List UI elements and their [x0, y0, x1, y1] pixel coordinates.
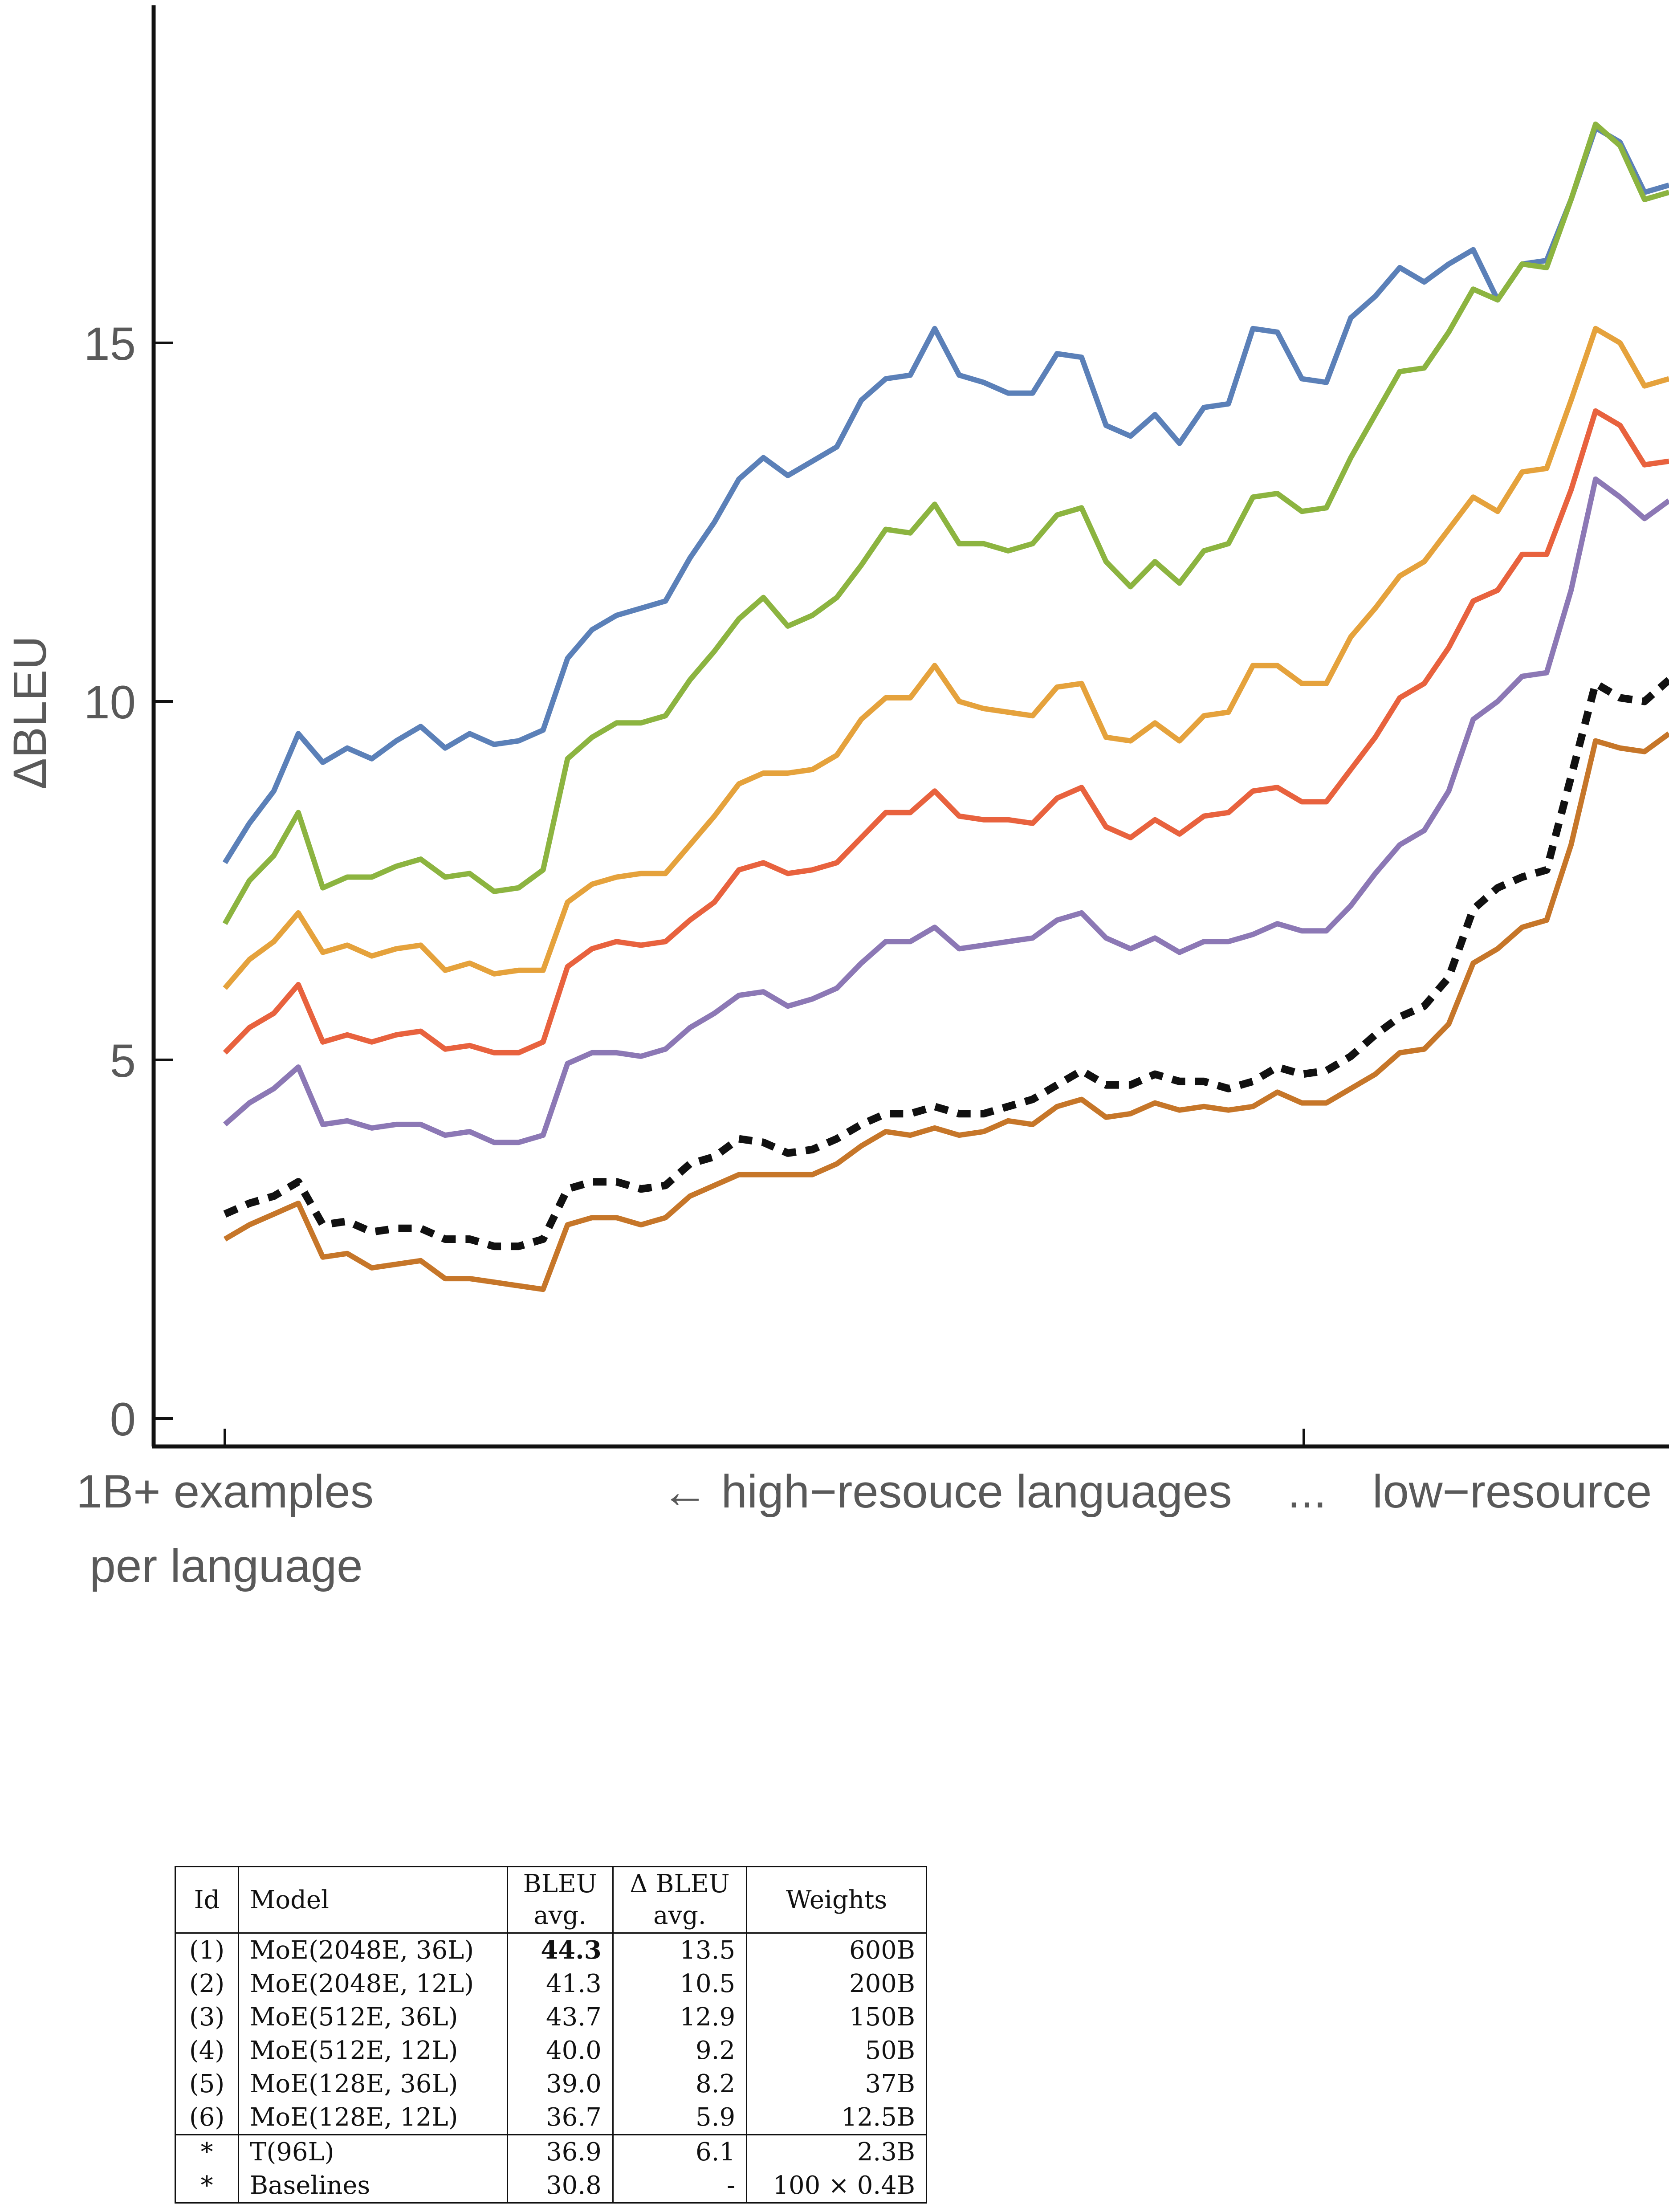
cell-bleu: 39.0: [506, 2067, 614, 2101]
table-row: (3) MoE(512E, 36L) 43.7 12.9 150B: [174, 2000, 927, 2034]
cell-weights: 150B: [746, 2000, 927, 2034]
cell-weights: 50B: [746, 2034, 927, 2067]
header-bleu-sub: avg.: [533, 1901, 587, 1930]
x-label-ellipsis: ...: [1287, 1466, 1327, 1518]
cell-id: *: [174, 2169, 240, 2204]
cell-id: (6): [174, 2101, 240, 2135]
cell-weights: 100 × 0.4B: [746, 2169, 927, 2204]
series-line-2: [222, 121, 1669, 925]
cell-model: T(96L): [238, 2134, 508, 2169]
cell-weights: 37B: [746, 2067, 927, 2101]
y-tick-layer: 0 5 10 15: [84, 318, 173, 1446]
header-bleu-label: BLEU: [523, 1870, 597, 1898]
table-header-row: Id Model BLEU avg. Δ BLEU avg. Weights: [174, 1866, 927, 1934]
cell-weights: 600B: [746, 1933, 927, 1967]
cell-model: MoE(2048E, 12L): [238, 1967, 508, 2000]
table-row: * T(96L) 36.9 6.1 2.3B: [174, 2134, 927, 2169]
table-row: * Baselines 30.8 - 100 × 0.4B: [174, 2169, 927, 2204]
cell-bleu: 40.0: [506, 2034, 614, 2067]
cell-delta-bleu: 6.1: [612, 2134, 748, 2169]
cell-id: (2): [174, 1967, 240, 2000]
cell-bleu: 41.3: [506, 1967, 614, 2000]
cell-model: MoE(128E, 12L): [238, 2101, 508, 2135]
cell-id: (3): [174, 2000, 240, 2034]
series-line-5: [223, 476, 1669, 1145]
cell-bleu: 43.7: [506, 2000, 614, 2034]
cell-weights: 2.3B: [746, 2134, 927, 2169]
cell-delta-bleu: 8.2: [612, 2067, 748, 2101]
cell-weights: 12.5B: [746, 2101, 927, 2135]
cell-delta-bleu: -: [612, 2169, 748, 2204]
cell-bleu: 36.7: [506, 2101, 614, 2135]
y-tick-label: 15: [84, 318, 136, 370]
cell-bleu: 30.8: [506, 2169, 614, 2204]
table-row: (5) MoE(128E, 36L) 39.0 8.2 37B: [174, 2067, 927, 2101]
cell-delta-bleu: 12.9: [612, 2000, 748, 2034]
cell-model: MoE(512E, 12L): [238, 2034, 508, 2067]
x-label-low-resource: low−resource: [1372, 1466, 1652, 1518]
header-model: Model: [238, 1866, 508, 1934]
table-row: (4) MoE(512E, 12L) 40.0 9.2 50B: [174, 2034, 927, 2067]
y-axis-title: ΔBLEU: [4, 636, 56, 789]
table-row: (2) MoE(2048E, 12L) 41.3 10.5 200B: [174, 1967, 927, 2000]
cell-weights: 200B: [746, 1967, 927, 2000]
y-tick-label: 10: [84, 676, 136, 729]
header-weights: Weights: [746, 1866, 927, 1934]
x-label-per-language: per language: [90, 1540, 362, 1592]
series-line-3: [223, 326, 1669, 990]
header-id: Id: [174, 1866, 240, 1934]
y-tick-label: 5: [110, 1035, 136, 1087]
cell-delta-bleu: 5.9: [612, 2101, 748, 2135]
series-line-7: [223, 731, 1669, 1292]
series-line-6: [223, 677, 1669, 1251]
cell-id: (1): [174, 1933, 240, 1967]
delta-bleu-line-chart: 0 5 10 15 ΔBLEU 1B+ examples per language ←…: [4, 5, 1669, 1592]
cell-model: MoE(2048E, 36L): [238, 1933, 508, 1967]
table-row: (1) MoE(2048E, 36L) 44.3 13.5 600B: [174, 1933, 927, 1967]
header-bleu: BLEU avg.: [506, 1866, 614, 1934]
header-delta-bleu-label: Δ BLEU: [630, 1870, 730, 1898]
series-line-4: [223, 408, 1669, 1055]
series-layer: [222, 121, 1669, 1292]
cell-model: MoE(512E, 36L): [238, 2000, 508, 2034]
results-table: Id Model BLEU avg. Δ BLEU avg. Weights (1)…: [174, 1866, 927, 2204]
y-tick-label: 0: [110, 1393, 136, 1446]
cell-delta-bleu: 9.2: [612, 2034, 748, 2067]
cell-id: (4): [174, 2034, 240, 2067]
series-line-1: [222, 125, 1669, 864]
cell-delta-bleu: 10.5: [612, 1967, 748, 2000]
cell-model: Baselines: [238, 2169, 508, 2204]
table-row: (6) MoE(128E, 12L) 36.7 5.9 12.5B: [174, 2101, 927, 2135]
header-delta-bleu-sub: avg.: [653, 1901, 706, 1930]
x-label-1b-examples: 1B+ examples: [76, 1466, 374, 1518]
cell-delta-bleu: 13.5: [612, 1933, 748, 1967]
x-label-high-resource: ← high−resouce languages: [661, 1466, 1232, 1518]
cell-id: (5): [174, 2067, 240, 2101]
header-delta-bleu: Δ BLEU avg.: [612, 1866, 748, 1934]
cell-bleu: 44.3: [506, 1933, 614, 1967]
cell-id: *: [174, 2134, 240, 2169]
cell-bleu: 36.9: [506, 2134, 614, 2169]
cell-model: MoE(128E, 36L): [238, 2067, 508, 2101]
